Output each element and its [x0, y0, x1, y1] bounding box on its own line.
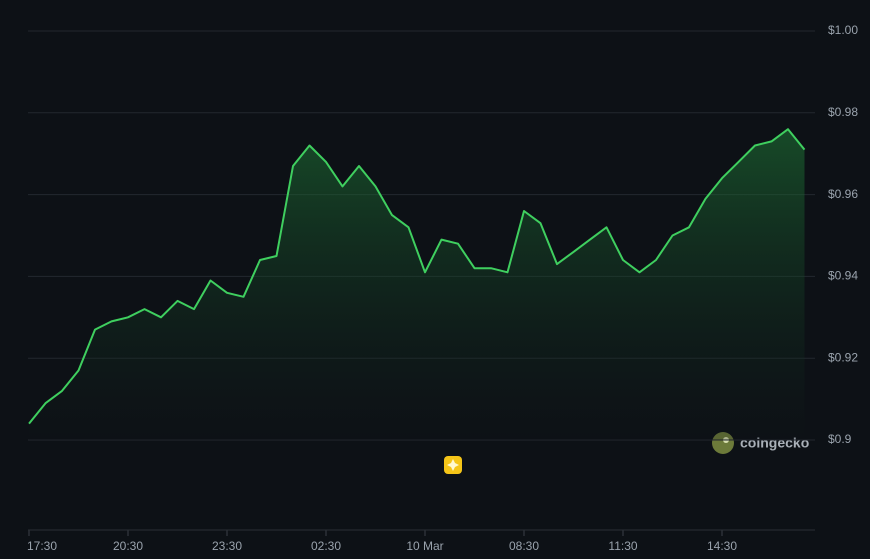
- y-tick-label: $1.00: [828, 23, 858, 37]
- event-icon: [444, 456, 462, 474]
- x-tick-label: 17:30: [27, 539, 57, 553]
- y-tick-label: $0.9: [828, 432, 852, 446]
- x-tick-label: 11:30: [608, 539, 637, 553]
- y-tick-label: $0.92: [828, 350, 858, 364]
- x-tick-label: 08:30: [509, 539, 539, 553]
- y-tick-label: $0.98: [828, 105, 858, 119]
- x-tick-label: 02:30: [311, 539, 341, 553]
- y-tick-label: $0.94: [828, 269, 858, 283]
- x-tick-label: 20:30: [113, 539, 143, 553]
- price-line: [28, 128, 806, 425]
- area: [29, 129, 805, 440]
- x-tick-label: 10 Mar: [406, 539, 443, 553]
- x-tick-label: 23:30: [212, 539, 242, 553]
- x-tick-label: 14:30: [707, 539, 737, 553]
- y-tick-label: $0.96: [828, 187, 858, 201]
